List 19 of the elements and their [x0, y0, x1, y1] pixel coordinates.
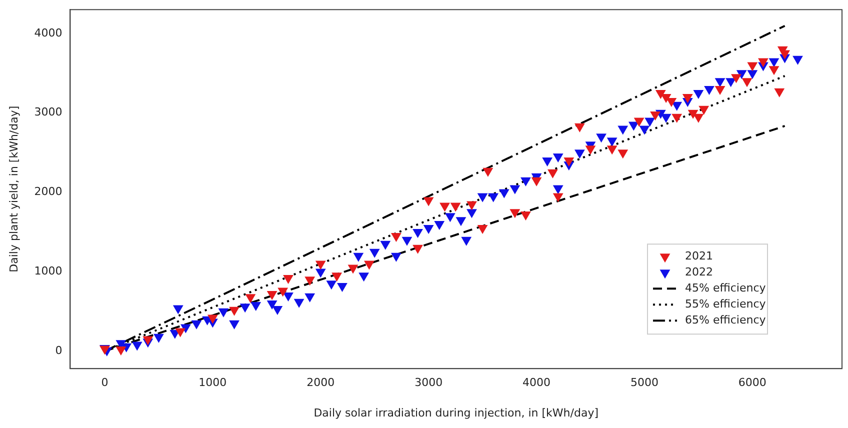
x-tick-label: 3000 [414, 376, 443, 390]
x-tick-label: 5000 [630, 376, 658, 390]
y-tick-label: 4000 [34, 26, 62, 40]
x-tick-label: 4000 [522, 376, 551, 390]
x-tick-label: 6000 [738, 376, 766, 390]
legend-label: 65% efficiency [685, 313, 766, 326]
x-tick-label: 2000 [306, 376, 335, 390]
legend-label: 55% efficiency [685, 297, 766, 310]
y-tick-label: 1000 [34, 264, 62, 278]
legend-label: 45% efficiency [685, 281, 766, 294]
y-tick-label: 3000 [34, 106, 62, 119]
legend-label: 2021 [685, 249, 713, 262]
x-axis-title: Daily solar irradiation during injection, in [kWh/day] [314, 406, 599, 420]
x-tick-label: 1000 [198, 376, 227, 390]
y-tick-label: 2000 [34, 185, 62, 198]
x-tick-label: 0 [101, 376, 108, 390]
y-axis-title: Daily plant yield, in [kWh/day] [7, 106, 20, 272]
y-tick-label: 0 [55, 344, 62, 357]
legend-label: 2022 [685, 265, 713, 278]
